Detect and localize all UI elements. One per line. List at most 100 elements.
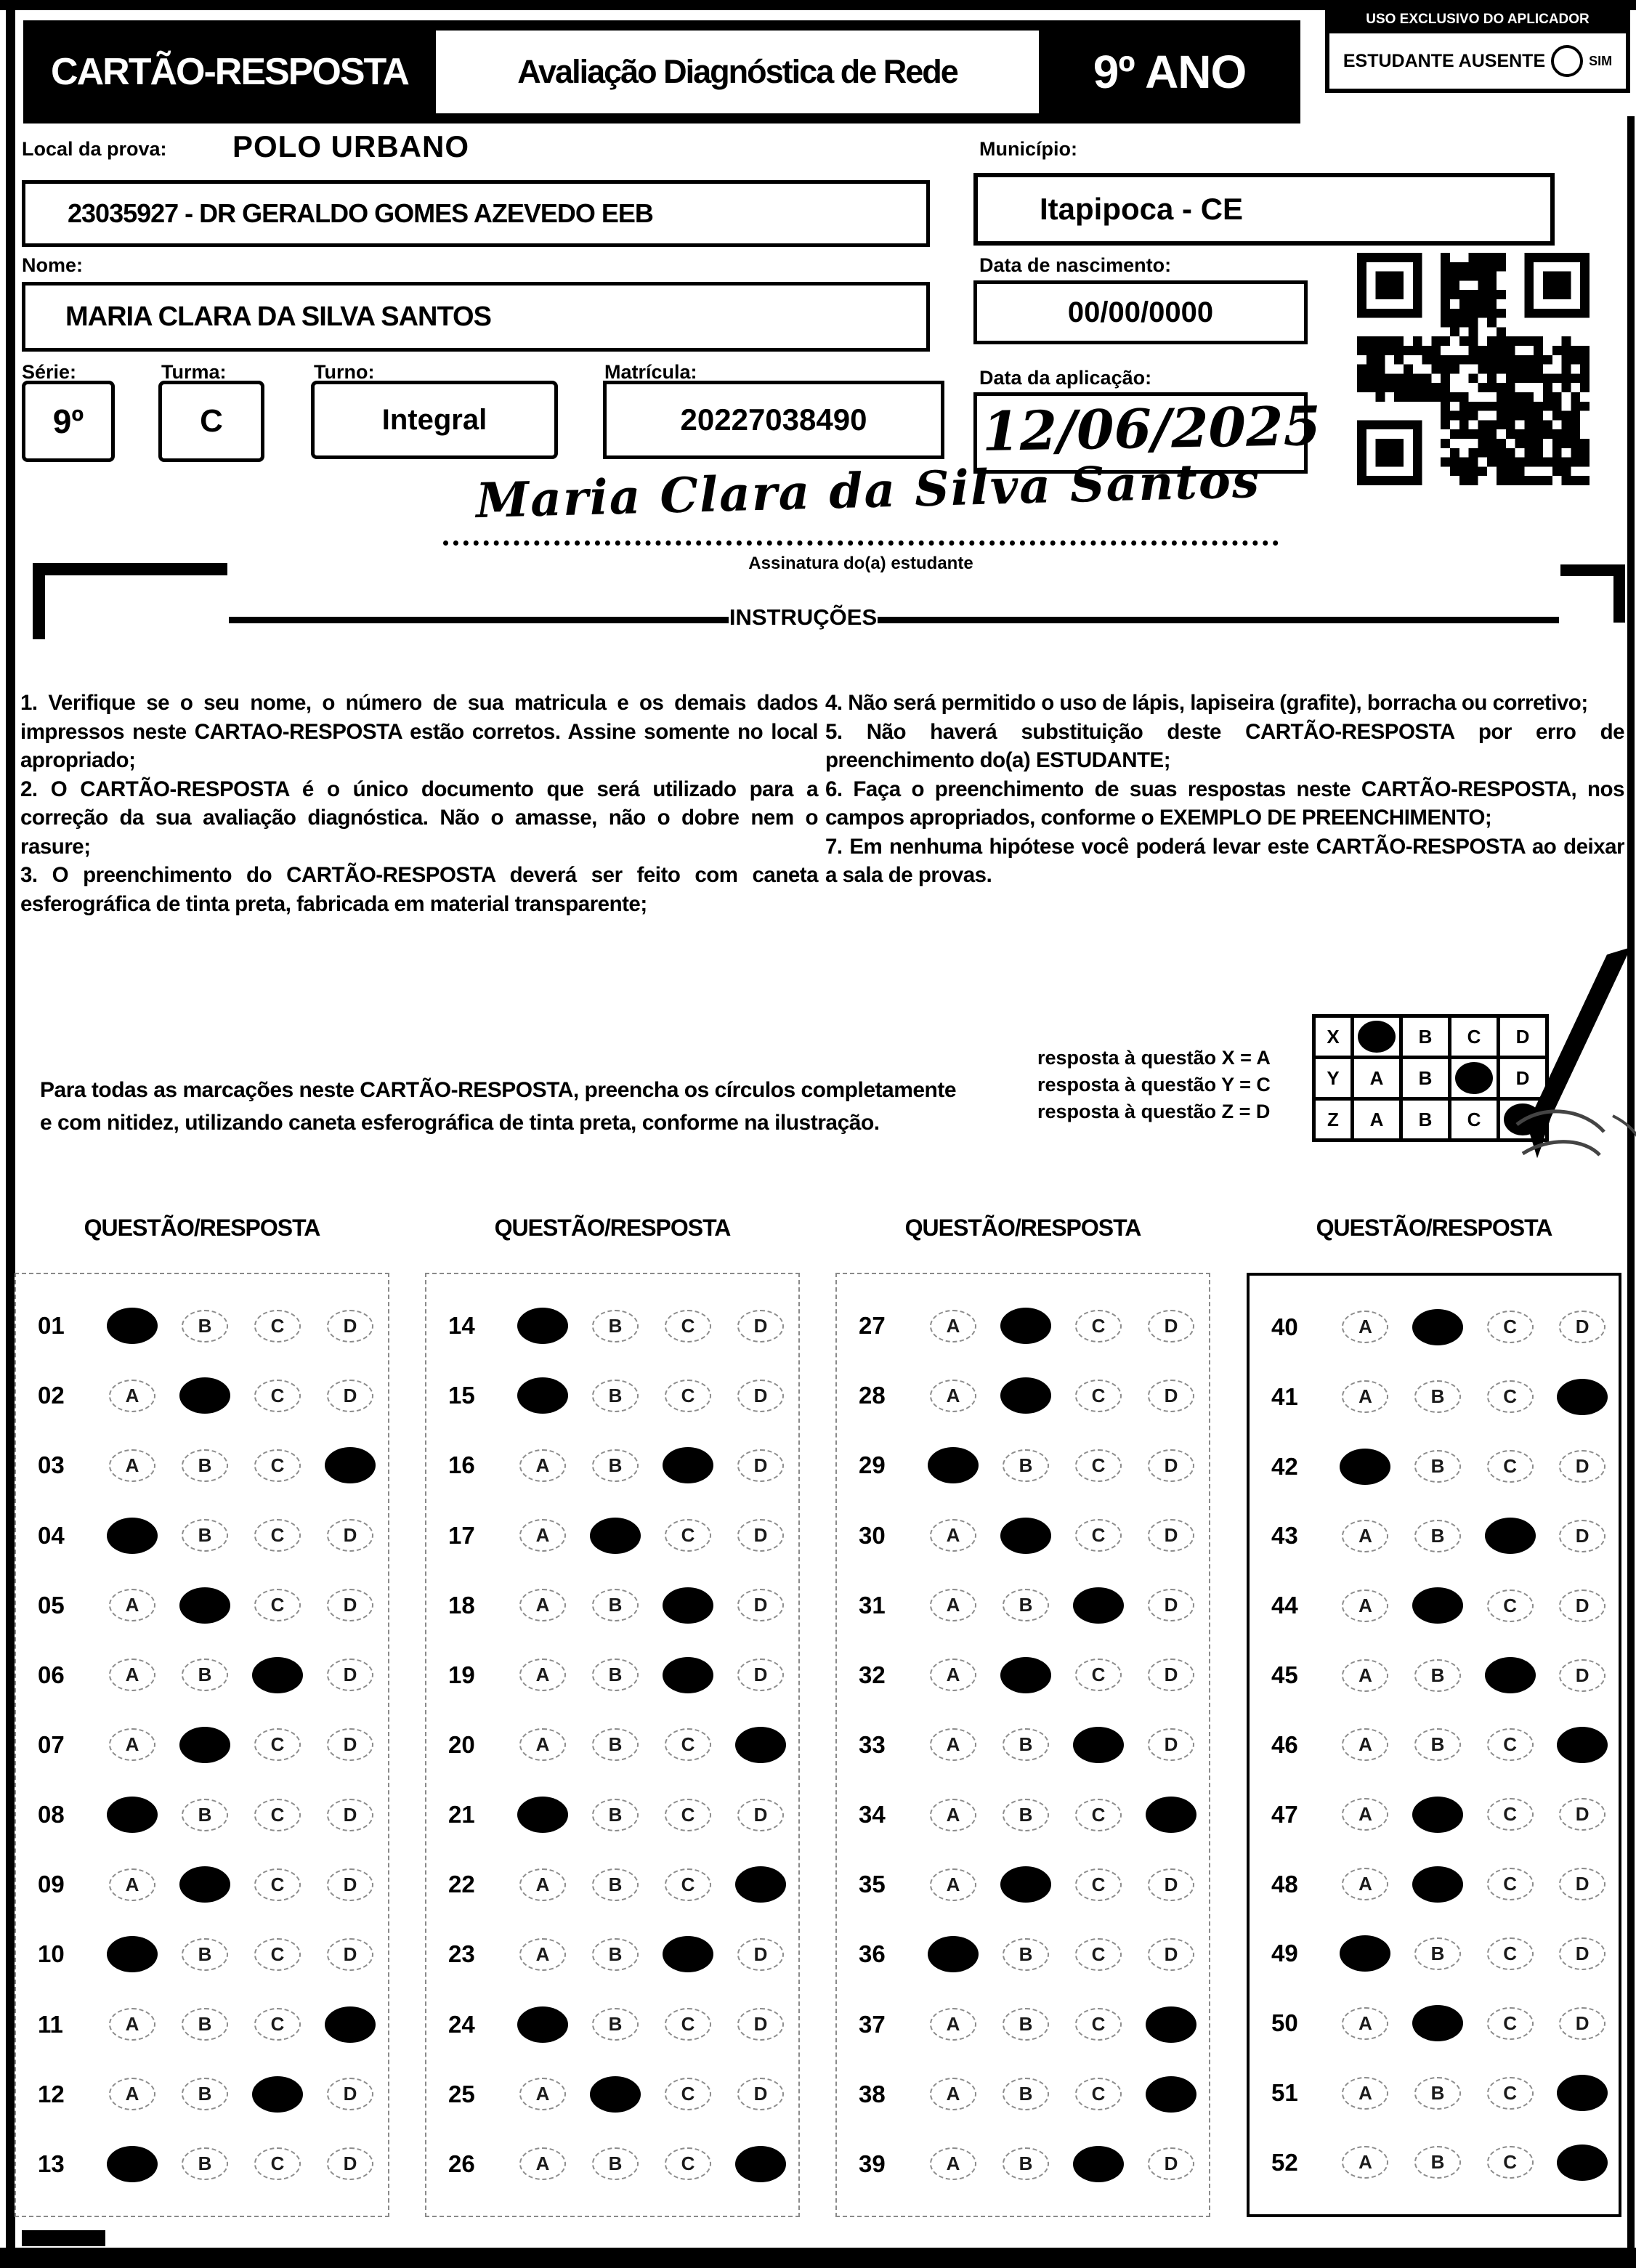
answer-bubble-a: A [519, 2078, 566, 2111]
bubble-cell: D [314, 1937, 386, 1971]
question-number: 10 [38, 1940, 65, 1968]
bubble-cell: C [1062, 1798, 1135, 1831]
answer-bubble-d: D [327, 2078, 373, 2111]
answer-bubble-c: C [1486, 2146, 1534, 2179]
question-number: 06 [38, 1661, 65, 1688]
answer-row: 21 B C D [426, 1797, 798, 1834]
bubble-cell: C [1474, 1311, 1547, 1344]
answer-row: 25 A C D [426, 2075, 798, 2113]
absent-option-label: SIM [1589, 53, 1613, 68]
question-number: 20 [448, 1730, 475, 1758]
bubble-cell [724, 1726, 797, 1763]
question-number: 46 [1271, 1730, 1298, 1758]
bubble-cell: C [1474, 1937, 1547, 1970]
answer-bubble-c-filled [1073, 1726, 1124, 1763]
answer-bubble-a: A [1342, 1868, 1389, 1901]
answer-column-box-4: 40 A C D 41 A B C 42 B C D 43 A B D 44 A C D 45 A B D 46 A B C 47 A C D… [1247, 1273, 1621, 2217]
bubble-cell: C [1062, 1868, 1135, 1901]
bubble-cell: C [1062, 1659, 1135, 1692]
bubble-cell: A [917, 2147, 989, 2181]
shift-field: Integral [311, 381, 558, 459]
answer-bubble-c: C [665, 1309, 711, 1342]
answer-bubble-b: B [1003, 2078, 1049, 2111]
answer-bubble-c: C [1075, 1659, 1122, 1692]
answer-bubble-d-filled [735, 1866, 786, 1903]
answer-column-header-2: QUESTÃO/RESPOSTA [494, 1215, 732, 1241]
bubble-cell: D [1135, 1449, 1207, 1482]
bubble-cell: C [1062, 1519, 1135, 1552]
answer-bubble-d: D [1559, 1311, 1606, 1344]
answer-row: 04 B C D [16, 1517, 388, 1554]
answer-bubble-a: A [519, 1937, 566, 1971]
answer-bubble-a-filled [107, 1308, 158, 1345]
bubble-cell: A [506, 1937, 579, 1971]
exam-site-label: Local da prova: [22, 138, 167, 160]
example-bubble: D [1497, 1056, 1549, 1101]
bubble-cell [1135, 2075, 1207, 2113]
answer-bubble-b-filled [1000, 1866, 1051, 1903]
answer-bubble-c: C [1486, 1798, 1534, 1831]
list-item-text: 2. O CARTÃO-RESPOSTA é o único documento… [20, 777, 819, 859]
exam-site-value: POLO URBANO [232, 129, 469, 163]
answer-bubble-c: C [1486, 1589, 1534, 1622]
answer-bubble-a-filled [107, 2145, 158, 2182]
answer-row: 06 A B D [16, 1656, 388, 1693]
bubble-cell: B [1401, 1728, 1474, 1762]
bubble-cell: B [1401, 1450, 1474, 1483]
bubble-cell: D [724, 1659, 797, 1692]
bubble-cell: D [314, 1519, 386, 1552]
answer-bubble-d-filled [735, 1726, 786, 1763]
example-question-label: Y [1312, 1056, 1354, 1101]
bubble-cell: D [314, 2147, 386, 2181]
bubble-cell: A [1329, 1589, 1402, 1622]
answer-bubble-d: D [1559, 1450, 1606, 1483]
example-bubble-filled [1448, 1056, 1500, 1101]
bubble-cell [169, 1726, 241, 1763]
bubble-cell: C [652, 1309, 724, 1342]
answer-bubble-b-filled [179, 1377, 230, 1414]
bubble-cell: D [724, 1519, 797, 1552]
bubble-cell [579, 1517, 652, 1554]
corner-bracket-left-vertical [33, 563, 45, 639]
question-number: 41 [1271, 1382, 1298, 1410]
bubble-cell: A [1329, 1798, 1402, 1831]
answer-bubble-b: B [182, 1659, 228, 1692]
answer-bubble-b: B [1003, 1798, 1049, 1831]
bubble-cell [917, 1447, 989, 1484]
bubble-cell: B [579, 1659, 652, 1692]
answer-row: 48 A C D [1250, 1866, 1619, 1903]
bubble-cell: B [1401, 1937, 1474, 1970]
bubble-cell: D [1546, 1798, 1619, 1831]
answer-bubble-d: D [1559, 1868, 1606, 1901]
answer-bubble-c: C [1486, 2076, 1534, 2110]
bubble-cell: D [724, 1379, 797, 1412]
answer-bubble-a: A [930, 1309, 976, 1342]
answer-bubble-d: D [1559, 1519, 1606, 1552]
bubble-cell: D [314, 1659, 386, 1692]
bubble-cell [1329, 1448, 1402, 1485]
answer-bubble-d-filled [1146, 2075, 1196, 2113]
bubble-cell [579, 2075, 652, 2113]
bubble-cell: A [506, 1589, 579, 1622]
shift-label: Turno: [314, 361, 375, 383]
answer-bubble-a: A [519, 1519, 566, 1552]
bubble-cell: B [989, 1798, 1062, 1831]
question-number: 25 [448, 2080, 475, 2107]
question-number: 18 [448, 1591, 475, 1619]
bubble-cell: C [241, 1798, 314, 1831]
bubble-cell: D [1135, 1379, 1207, 1412]
answer-bubble-a: A [930, 1659, 976, 1692]
answer-bubble-b: B [182, 2147, 228, 2181]
answer-row: 30 A C D [837, 1517, 1209, 1554]
answer-bubble-b: B [182, 1309, 228, 1342]
answer-bubble-b-filled [590, 1517, 641, 1554]
answer-row: 23 A B D [426, 1936, 798, 1973]
bubble-cell [241, 1656, 314, 1693]
bubble-cell [652, 1587, 724, 1624]
answer-bubble-d: D [327, 1589, 373, 1622]
answer-bubble-c: C [665, 2008, 711, 2041]
bubble-cell [1401, 1866, 1474, 1903]
question-number: 36 [859, 1940, 886, 1968]
